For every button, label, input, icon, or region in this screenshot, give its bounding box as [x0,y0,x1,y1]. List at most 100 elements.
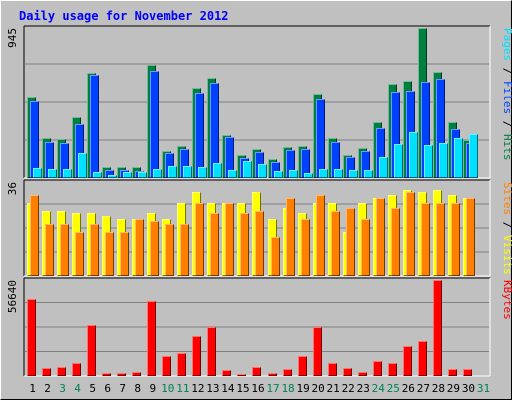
bar-highlight [195,93,204,178]
kbytes-bar [448,369,457,376]
bar-highlight [379,157,388,178]
bar-shadow [433,280,442,376]
bar-highlight [255,152,264,178]
bar-highlight [168,166,177,178]
bar-shadow [403,346,412,376]
bar-fill [388,363,397,376]
bar-fill [298,356,307,376]
bar-shadow [210,213,219,276]
kbytes-bar [433,280,442,376]
bar-fill [30,195,39,276]
bar-highlight [225,137,234,178]
bar-highlight [123,172,132,178]
bar-fill [57,367,66,376]
bar-shadow [289,170,298,178]
bar-fill [75,232,84,276]
bar-fill [252,367,261,376]
x-tick-label: 24 [372,382,386,395]
bar-fill [78,153,87,178]
bar-shadow [418,341,427,376]
kbytes-bar [463,369,472,376]
pages-bar [228,170,237,178]
x-tick-label: 28 [432,382,445,395]
bar-highlight [334,169,343,178]
bar-fill [177,353,186,376]
bar-highlight [240,158,249,178]
bar-highlight [289,170,298,178]
scale-max-label: 945 [6,28,19,48]
bar-fill [105,170,114,178]
bar-highlight [180,149,189,178]
bar-fill [147,301,156,376]
bar-shadow [87,325,96,376]
bar-highlight [207,203,216,276]
kbytes-bar [132,372,141,376]
bar-fill [373,361,382,376]
bar-highlight [162,356,171,376]
x-tick-label: 27 [417,382,430,395]
bar-shadow [117,373,126,376]
bar-shadow [207,327,216,376]
x-tick-label: 30 [462,382,475,395]
sites-bar [120,232,129,276]
bar-highlight [361,151,370,178]
bar-highlight [105,232,114,276]
bar-highlight [349,170,358,178]
bar-fill [463,369,472,376]
bar-highlight [268,373,277,376]
bar-highlight [433,190,442,276]
series-legend: Pages / Files / Hits [501,28,512,161]
bar-highlight [192,88,201,178]
bar-fill [33,168,42,178]
bar-highlight [207,327,216,376]
bar-highlight [102,216,111,276]
bar-shadow [268,373,277,376]
bar-fill [361,151,370,178]
bar-shadow [286,198,295,276]
bar-fill [63,169,72,178]
bar-fill [87,325,96,376]
bar-shadow [180,224,189,276]
bar-highlight [304,173,313,178]
x-tick-label: 29 [447,382,460,395]
kbytes-bar [117,373,126,376]
x-tick-label: 26 [402,382,415,395]
bar-highlight [120,232,129,276]
bar-highlight [42,368,51,376]
kbytes-bar [102,373,111,376]
bar-highlight [454,138,463,178]
bar-fill [349,170,358,178]
bar-highlight [45,224,54,276]
pages-bar [63,169,72,178]
pages-bar [364,170,373,178]
bar-highlight [283,147,292,178]
bar-highlight [258,164,267,178]
sites-bar [271,237,280,276]
bar-shadow [421,203,430,276]
bar-fill [391,92,400,178]
bar-shadow [379,157,388,178]
bar-shadow [195,203,204,276]
bar-highlight [78,153,87,178]
bar-fill [451,203,460,276]
bar-highlight [391,92,400,178]
bar-fill [45,142,54,178]
x-tick-label: 8 [134,382,141,395]
bar-highlight [406,91,415,178]
bar-fill [222,370,231,376]
bar-fill [289,170,298,178]
bar-highlight [376,198,385,276]
bar-highlight [271,162,280,178]
panel-kbytes: 56640 KBytes [6,277,512,377]
x-tick-label: 14 [221,382,235,395]
bar-highlight [153,169,162,178]
bar-shadow [252,367,261,376]
bar-fill [319,169,328,178]
bar-fill [108,175,117,178]
pages-bar [349,170,358,178]
bar-highlight [358,203,367,276]
pages-bar [213,163,222,178]
bar-highlight [27,299,36,376]
bar-fill [409,132,418,178]
pages-bar [394,144,403,178]
